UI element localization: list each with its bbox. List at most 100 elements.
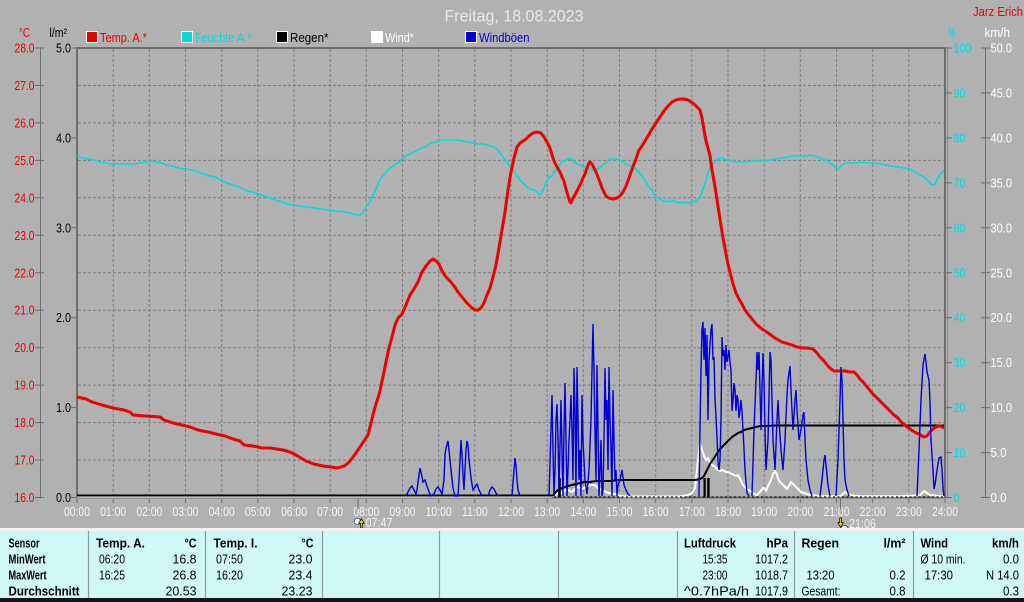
svg-text:l/m²: l/m² (50, 25, 68, 40)
svg-text:Temp. A.*: Temp. A.* (100, 30, 147, 45)
svg-text:%: % (949, 25, 956, 40)
svg-text:3.0: 3.0 (56, 220, 71, 235)
svg-text:5.0: 5.0 (991, 445, 1007, 460)
svg-text:0.2: 0.2 (890, 568, 906, 583)
svg-text:MinWert: MinWert (9, 552, 46, 567)
svg-text:16.0: 16.0 (15, 490, 35, 505)
svg-text:17:00: 17:00 (679, 504, 705, 519)
svg-text:35.0: 35.0 (991, 175, 1013, 190)
svg-text:Luftdruck: Luftdruck (684, 536, 737, 551)
svg-text:03:00: 03:00 (173, 504, 199, 519)
svg-text:Durchschnitt: Durchschnitt (9, 584, 81, 599)
svg-text:12:00: 12:00 (498, 504, 524, 519)
svg-text:10:00: 10:00 (426, 504, 452, 519)
svg-text:80: 80 (954, 130, 966, 145)
svg-text:07:00: 07:00 (317, 504, 343, 519)
svg-text:15:00: 15:00 (607, 504, 633, 519)
svg-text:21.0: 21.0 (15, 303, 35, 318)
svg-text:16.8: 16.8 (173, 552, 197, 567)
svg-text:Temp. I.: Temp. I. (214, 536, 258, 551)
svg-text:10.0: 10.0 (991, 400, 1013, 415)
svg-text:25.0: 25.0 (15, 153, 35, 168)
svg-text:06:20: 06:20 (99, 552, 125, 567)
svg-text:Wind*: Wind* (385, 30, 414, 45)
svg-text:06:00: 06:00 (281, 504, 307, 519)
svg-text:100: 100 (954, 41, 972, 56)
svg-text:23.0: 23.0 (289, 552, 313, 567)
svg-text:13:20: 13:20 (807, 568, 835, 583)
svg-text:Jarz Erich: Jarz Erich (973, 4, 1023, 19)
svg-text:20.0: 20.0 (15, 340, 35, 355)
svg-text:27.0: 27.0 (15, 78, 35, 93)
svg-text:2.0: 2.0 (56, 310, 71, 325)
svg-text:19:00: 19:00 (751, 504, 777, 519)
svg-text:hPa: hPa (767, 536, 789, 551)
svg-text:0.0: 0.0 (56, 490, 71, 505)
svg-text:30: 30 (954, 355, 966, 370)
svg-text:22.0: 22.0 (15, 265, 35, 280)
svg-text:16:25: 16:25 (99, 568, 125, 583)
svg-text:30.0: 30.0 (991, 220, 1013, 235)
svg-text:l/m²: l/m² (884, 536, 907, 551)
svg-text:km/h: km/h (985, 25, 1011, 40)
svg-text:1018.7: 1018.7 (755, 568, 788, 583)
svg-text:15.0: 15.0 (991, 355, 1013, 370)
svg-text:21:00: 21:00 (824, 504, 850, 519)
svg-text:23.4: 23.4 (289, 568, 313, 583)
svg-text:23.0: 23.0 (15, 228, 35, 243)
svg-text:14:00: 14:00 (570, 504, 596, 519)
svg-text:11:00: 11:00 (462, 504, 488, 519)
svg-text:0.0: 0.0 (991, 490, 1007, 505)
svg-text:24:00: 24:00 (932, 504, 958, 519)
svg-text:45.0: 45.0 (991, 85, 1013, 100)
svg-text:1017.9: 1017.9 (755, 584, 788, 599)
svg-text:Gesamt:: Gesamt: (802, 584, 841, 599)
svg-text:04:00: 04:00 (209, 504, 235, 519)
svg-text:°C: °C (302, 536, 314, 551)
svg-text:09:00: 09:00 (390, 504, 416, 519)
svg-text:50.0: 50.0 (991, 41, 1013, 56)
svg-text:20.53: 20.53 (166, 584, 197, 599)
svg-text:19.0: 19.0 (15, 378, 35, 393)
svg-text:50: 50 (954, 265, 966, 280)
svg-text:Wind: Wind (921, 536, 949, 551)
svg-text:km/h: km/h (992, 536, 1019, 551)
svg-text:15:35: 15:35 (703, 552, 728, 567)
svg-text:16:20: 16:20 (216, 568, 243, 583)
svg-text:5.0: 5.0 (56, 41, 71, 56)
svg-text:10: 10 (954, 445, 966, 460)
svg-text:05:00: 05:00 (245, 504, 271, 519)
svg-text:24.0: 24.0 (15, 190, 35, 205)
svg-text:0.0: 0.0 (1003, 552, 1019, 567)
svg-text:Sensor: Sensor (9, 536, 40, 551)
svg-text:28.0: 28.0 (15, 41, 35, 56)
svg-text:23:00: 23:00 (896, 504, 922, 519)
svg-text:°C: °C (19, 25, 30, 40)
svg-text:22:00: 22:00 (860, 504, 886, 519)
svg-text:Regen: Regen (802, 536, 840, 551)
svg-text:17:30: 17:30 (925, 568, 954, 583)
svg-text:20: 20 (954, 400, 966, 415)
svg-text:26.8: 26.8 (173, 568, 197, 583)
svg-text:90: 90 (954, 85, 966, 100)
svg-text:25.0: 25.0 (991, 265, 1013, 280)
svg-text:Feuchte A.*: Feuchte A.* (195, 30, 252, 45)
svg-text:^0.7hPa/h: ^0.7hPa/h (684, 584, 749, 599)
svg-text:N 14.0: N 14.0 (986, 568, 1019, 583)
svg-text:13:00: 13:00 (534, 504, 560, 519)
svg-text:07:50: 07:50 (216, 552, 243, 567)
svg-text:00:00: 00:00 (64, 504, 90, 519)
svg-text:16:00: 16:00 (643, 504, 669, 519)
svg-text:01:00: 01:00 (100, 504, 126, 519)
svg-text:21:06: 21:06 (849, 516, 876, 531)
svg-text:Ø 10 min.: Ø 10 min. (921, 552, 966, 567)
svg-text:Temp. A.: Temp. A. (96, 536, 145, 551)
svg-text:Regen*: Regen* (290, 30, 329, 45)
svg-text:MaxWert: MaxWert (9, 568, 47, 583)
svg-text:4.0: 4.0 (56, 130, 71, 145)
svg-text:07:47: 07:47 (366, 515, 393, 530)
svg-text:0.3: 0.3 (1003, 584, 1019, 599)
svg-text:Freitag, 18.08.2023: Freitag, 18.08.2023 (445, 7, 584, 26)
svg-text:°C: °C (185, 536, 197, 551)
svg-text:40.0: 40.0 (991, 130, 1013, 145)
